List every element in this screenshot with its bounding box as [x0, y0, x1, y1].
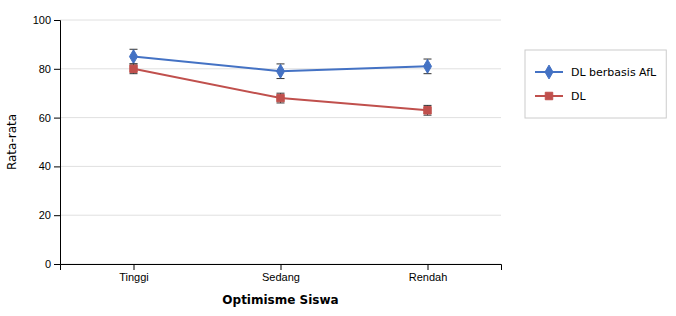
y-tick: 20: [39, 209, 60, 221]
y-tick: 100: [33, 14, 60, 26]
x-tick-label: Tinggi: [119, 271, 149, 283]
y-tick-label: 60: [39, 112, 51, 124]
error-bar: [277, 64, 285, 79]
x-tick-mark: [281, 264, 282, 270]
y-tick-mark: [54, 69, 60, 70]
error-bar-cap: [277, 93, 285, 94]
error-bar-cap: [130, 73, 138, 74]
x-tick-label: Rendah: [409, 271, 448, 283]
point: [129, 50, 137, 64]
y-tick: 60: [39, 112, 60, 124]
y-axis-title: Rata-rata: [5, 114, 19, 170]
series: [130, 64, 432, 115]
error-bars: [130, 64, 432, 115]
series-line: [134, 69, 428, 110]
marks: [129, 49, 431, 115]
x-tick: Sedang: [262, 264, 300, 283]
chart: Tinggi Sedang Rendah 0 20 40 60 80 100 Optimisme …: [0, 0, 676, 316]
y-tick-mark: [54, 215, 60, 216]
legend-frame: [525, 50, 666, 118]
y-axis: 0 20 40 60 80 100: [33, 14, 61, 270]
y-tick-label: 80: [39, 63, 51, 75]
point: [130, 65, 137, 72]
error-bar: [130, 49, 138, 64]
error-bar-cap: [424, 105, 432, 106]
y-tick-label: 100: [33, 14, 51, 26]
x-axis-title: Optimisme Siswa: [222, 293, 338, 307]
legend: DL berbasis AfL DL: [525, 50, 666, 118]
y-tick-label: 40: [39, 160, 51, 172]
grid-line: [60, 215, 501, 216]
y-tick-mark: [54, 118, 60, 119]
error-bar: [424, 59, 432, 74]
error-bar-cap: [130, 63, 138, 64]
legend-label: DL: [571, 90, 586, 103]
grid: [60, 20, 501, 264]
y-tick-mark: [54, 264, 60, 265]
error-bar-cap: [277, 102, 285, 103]
y-tick-label: 0: [45, 258, 51, 270]
y-tick-mark: [54, 166, 60, 167]
legend-marker: [545, 92, 552, 99]
point: [423, 59, 431, 73]
y-tick-label: 20: [39, 209, 51, 221]
error-bar: [424, 105, 432, 115]
series: [129, 49, 431, 78]
legend-item: DL: [535, 90, 586, 103]
x-axis-line: [61, 265, 502, 271]
x-tick-mark: [428, 264, 429, 270]
legend-label: DL berbasis AfL: [571, 66, 657, 79]
error-bar-cap: [130, 63, 138, 64]
x-axis: Tinggi Sedang Rendah: [61, 264, 502, 283]
grid-line: [60, 117, 501, 118]
y-axis-line: [54, 21, 61, 265]
error-bar: [130, 64, 138, 74]
legend-marker: [545, 65, 553, 79]
x-tick: Rendah: [409, 264, 448, 283]
x-tick: Tinggi: [119, 264, 149, 283]
legend-item: DL berbasis AfL: [535, 65, 657, 79]
plot: Tinggi Sedang Rendah 0 20 40 60 80 100: [33, 14, 502, 283]
y-tick: 80: [39, 63, 60, 75]
x-tick-label: Sedang: [262, 271, 300, 283]
y-tick-mark: [54, 20, 60, 21]
point: [424, 107, 431, 114]
grid-line: [60, 166, 501, 167]
grid-line: [60, 20, 501, 21]
x-tick-mark: [134, 264, 135, 270]
error-bar-cap: [424, 115, 432, 116]
y-tick: 40: [39, 160, 60, 172]
point: [276, 64, 284, 78]
error-bars: [130, 49, 432, 78]
error-bar: [277, 93, 285, 103]
y-tick: 0: [45, 258, 60, 270]
point: [277, 94, 284, 101]
